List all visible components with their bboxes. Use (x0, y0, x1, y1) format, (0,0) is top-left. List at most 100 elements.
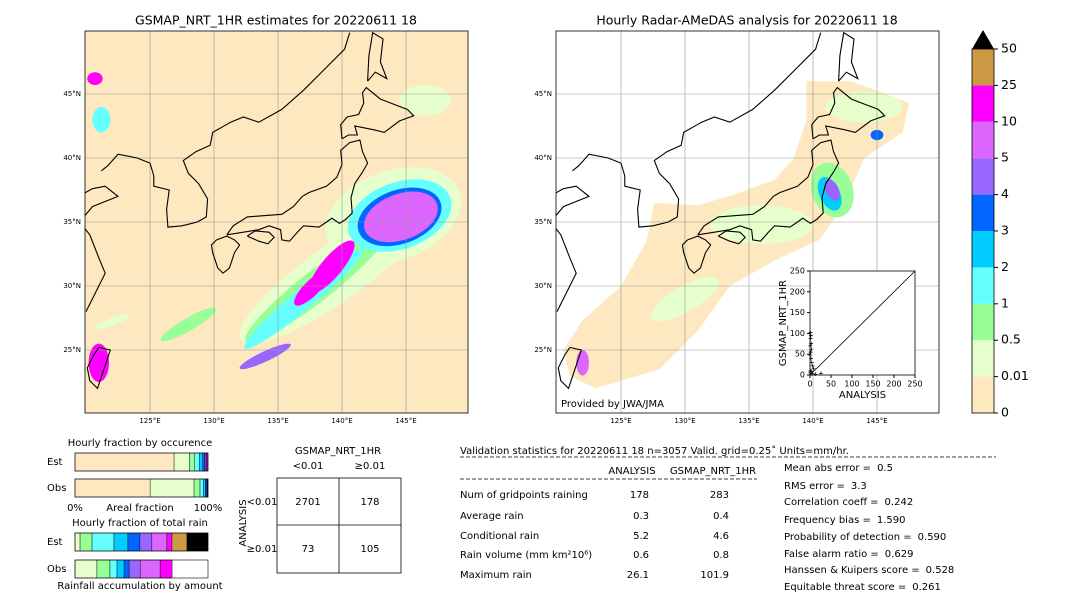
chart-title: Hourly fraction by occurence (68, 438, 212, 449)
coastline (367, 31, 388, 82)
colorbar-label: 5 (1001, 150, 1009, 165)
lat-label: 25°N (534, 346, 552, 354)
colorbar-segment (972, 267, 994, 304)
y-tick-label: 200 (790, 287, 805, 296)
stat-label: Rain volume (mm km²10⁶) (460, 550, 592, 561)
rain-area (88, 343, 110, 382)
bar-segment (166, 532, 173, 552)
coastline (681, 235, 712, 274)
score: False alarm ratio = 0.629 (784, 549, 913, 560)
scatter-point (808, 353, 813, 358)
bar-segment (79, 532, 93, 552)
table-cell: 2701 (295, 497, 320, 508)
scatter-point (811, 366, 816, 371)
lat-label: 30°N (534, 282, 552, 290)
score-label: Mean abs error = (784, 463, 871, 474)
y-axis-label: GSMAP_NRT_1HR (778, 280, 789, 366)
stat-value: 0.8 (713, 550, 729, 561)
score-value: 0.590 (918, 532, 947, 543)
x-tick-label: 0 (807, 380, 812, 389)
bar-segment (74, 452, 175, 472)
bar-segment (149, 478, 195, 498)
bar-segment (139, 559, 161, 579)
x-tick-label: 50 (826, 380, 836, 389)
map-panel: 125°E 45°N 130°E 40°N 135°E 35°N 140°E 30°N 145°… (534, 13, 940, 425)
colorbar-label: 1 (1001, 295, 1009, 310)
bar-segment (171, 532, 188, 552)
bar-segment (194, 452, 200, 472)
colorbar-label: 3 (1001, 223, 1009, 238)
coastline (556, 185, 591, 312)
scatter-point (808, 336, 813, 341)
x-tick-label: 0% (67, 503, 83, 514)
rain-area (824, 179, 840, 201)
x-tick-label: 250 (907, 380, 922, 389)
bar-segment (193, 478, 201, 498)
bar-segment (199, 478, 204, 498)
bar-frame (74, 532, 209, 552)
score-value: 3.3 (851, 481, 867, 492)
score-value: 1.590 (877, 515, 906, 526)
column-header: ANALYSIS (608, 466, 655, 477)
stat-value: 283 (710, 490, 729, 501)
stat-value: 0.6 (633, 550, 649, 561)
map-frame (84, 30, 469, 414)
rain-area (93, 314, 130, 330)
rain-area (92, 106, 111, 133)
category-label: Obs (47, 483, 66, 494)
stat-label: Maximum rain (460, 570, 532, 581)
lat-label: 45°N (63, 90, 81, 98)
bar-segment (189, 452, 195, 472)
colorbar-segment (972, 49, 994, 86)
score: Frequency bias = 1.590 (784, 515, 906, 526)
lon-label: 135°E (738, 417, 759, 425)
scatter-point (818, 371, 823, 376)
score-value: 0.242 (885, 497, 914, 508)
bar-segment (203, 478, 206, 498)
bar-segment (74, 532, 81, 552)
bar-segment (109, 559, 118, 579)
score: Correlation coeff = 0.242 (784, 497, 913, 508)
scatter-point (808, 350, 813, 355)
chart-title: Hourly fraction of total rain (72, 518, 208, 529)
scatter-point (809, 347, 814, 352)
scatter-point (809, 341, 814, 346)
bar-segment (91, 532, 115, 552)
score-label: Correlation coeff = (784, 497, 879, 508)
score: Hanssen & Kuipers score = 0.528 (784, 565, 954, 576)
bar-segment (74, 478, 151, 498)
rain-area (399, 85, 451, 116)
credit: Provided by JWA/JMA (561, 399, 664, 410)
coastline (717, 230, 746, 245)
col-label: ≥0.01 (355, 461, 386, 472)
panels: 0 0.01 0.5 1 2 3 4 5 10 25 50 0 50 100 150 200 250 0 50 100… (47, 30, 1029, 593)
rain-area (294, 271, 329, 306)
x-axis-label: Rainfall accumulation by amount (57, 581, 222, 592)
bar-segment (128, 559, 141, 579)
bar-segment (159, 559, 173, 579)
lat-label: 40°N (63, 154, 81, 162)
coastline (101, 32, 351, 228)
diagonal (809, 270, 916, 376)
bar-segment (202, 452, 205, 472)
score-label: Equitable threat score = (784, 582, 906, 593)
lon-label: 140°E (802, 417, 823, 425)
lon-label: 145°E (866, 417, 887, 425)
stat-value: 4.6 (713, 531, 729, 542)
scatter-point (809, 356, 814, 361)
scatter-point (809, 360, 814, 365)
coastline (246, 230, 275, 245)
table-cell: 105 (360, 544, 379, 555)
lat-label: 45°N (534, 90, 552, 98)
lat-label: 35°N (63, 218, 81, 226)
map-frame (555, 30, 940, 414)
stat-value: 26.1 (627, 570, 649, 581)
lon-label: 125°E (610, 417, 631, 425)
coastline (572, 32, 822, 228)
colorbar-segment (972, 376, 994, 413)
stat-value: 0.4 (713, 511, 729, 522)
coastline (340, 86, 415, 140)
bar-segment (96, 559, 111, 579)
category-label: Obs (47, 564, 66, 575)
coastline (226, 139, 369, 242)
